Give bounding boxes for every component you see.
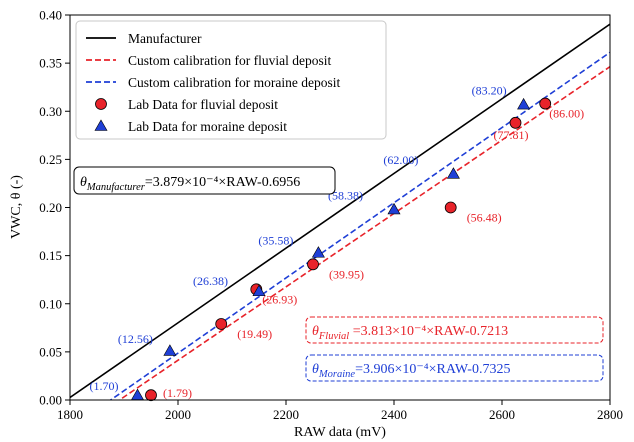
- x-tick-label: 1800: [57, 407, 83, 422]
- legend-label: Manufacturer: [128, 31, 202, 46]
- moraine-point-label: (26.38): [193, 274, 228, 288]
- fluvial-data-point: [145, 389, 157, 402]
- equation-symbol: θ: [312, 362, 319, 377]
- fluvial-data-point: [539, 97, 552, 110]
- fluvial-data-point: [307, 258, 319, 271]
- moraine-point-label: (12.56): [118, 332, 153, 346]
- equation-box-manufacturer: [73, 166, 336, 195]
- x-tick-label: 2800: [597, 407, 623, 422]
- legend-swatch-fluvial-marker: [95, 98, 107, 110]
- fluvial-point-label: (1.79): [163, 386, 192, 400]
- legend-box: [75, 20, 387, 140]
- legend-label: Custom calibration for fluvial deposit: [128, 53, 331, 68]
- y-tick-label: 0.30: [39, 104, 62, 119]
- x-tick-label: 2600: [489, 407, 515, 422]
- y-axis-label: VWC, θ (-): [9, 175, 24, 239]
- legend-swatch-moraine-marker: [94, 119, 108, 131]
- equation-manufacturer: θManufacturer=3.879×10⁻⁴×RAW-0.6956: [80, 175, 300, 193]
- y-tick-label: 0.10: [39, 296, 62, 311]
- equation-box-fluvial: [305, 316, 604, 344]
- equation-text: =3.879×10⁻⁴×RAW-0.6956: [145, 175, 300, 190]
- equation-moraine: θMoraine=3.906×10⁻⁴×RAW-0.7325: [312, 362, 510, 380]
- legend-label: Lab Data for moraine deposit: [128, 119, 287, 134]
- moraine-point-label: (35.58): [258, 234, 293, 248]
- fluvial-point-label: (77.81): [494, 128, 529, 142]
- equation-subscript: Manufacturer: [86, 182, 146, 193]
- x-tick-label: 2200: [273, 407, 299, 422]
- y-tick-label: 0.35: [39, 56, 62, 71]
- x-axis-label: RAW data (mV): [294, 425, 386, 440]
- moraine-point-label: (83.20): [472, 84, 507, 98]
- moraine-point-label: (58.38): [328, 188, 363, 202]
- moraine-data-point: [163, 344, 177, 356]
- moraine-point-label: (62.00): [383, 153, 418, 167]
- equation-text: =3.906×10⁻⁴×RAW-0.7325: [355, 362, 510, 377]
- x-tick-label: 2000: [165, 407, 191, 422]
- y-tick-label: 0.05: [39, 344, 62, 359]
- equation-symbol: θ: [312, 324, 319, 339]
- moraine-data-point: [387, 202, 401, 215]
- equation-subscript: Fluvial: [318, 331, 349, 342]
- fluvial-point-label: (19.49): [237, 327, 272, 341]
- line-custom-calibration-for-fluvial-deposit: [118, 65, 610, 400]
- equation-fluvial: θFluvial =3.813×10⁻⁴×RAW-0.7213: [312, 324, 508, 342]
- y-tick-label: 0.20: [39, 200, 62, 215]
- legend-label: Lab Data for fluvial deposit: [128, 97, 278, 112]
- moraine-point-label: (1.70): [90, 379, 119, 393]
- equation-symbol: θ: [80, 175, 87, 190]
- equation-box-moraine: [305, 354, 604, 382]
- fluvial-data-point: [444, 201, 457, 214]
- y-tick-label: 0.15: [39, 248, 62, 263]
- x-tick-label: 2400: [381, 407, 407, 422]
- fluvial-point-label: (26.93): [262, 292, 297, 306]
- line-manufacturer: [70, 23, 610, 399]
- moraine-data-point: [252, 284, 266, 297]
- legend-label: Custom calibration for moraine deposit: [128, 75, 340, 90]
- fluvial-point-label: (39.95): [329, 267, 364, 281]
- moraine-data-point: [446, 167, 460, 179]
- equation-text: =3.813×10⁻⁴×RAW-0.7213: [349, 324, 508, 339]
- line-custom-calibration-for-moraine-deposit: [109, 51, 610, 400]
- moraine-data-point: [517, 97, 531, 110]
- y-tick-label: 0.00: [39, 393, 62, 408]
- fluvial-point-label: (86.00): [549, 107, 584, 121]
- legend: Manufacturer Custom calibration for fluvi…: [75, 20, 387, 140]
- y-tick-label: 0.40: [39, 8, 62, 23]
- equation-subscript: Moraine: [318, 369, 356, 380]
- y-tick-label: 0.25: [39, 152, 62, 167]
- fluvial-point-label: (56.48): [467, 211, 502, 225]
- moraine-data-point: [311, 246, 325, 258]
- fluvial-data-point: [509, 116, 522, 129]
- fluvial-data-point: [215, 318, 228, 330]
